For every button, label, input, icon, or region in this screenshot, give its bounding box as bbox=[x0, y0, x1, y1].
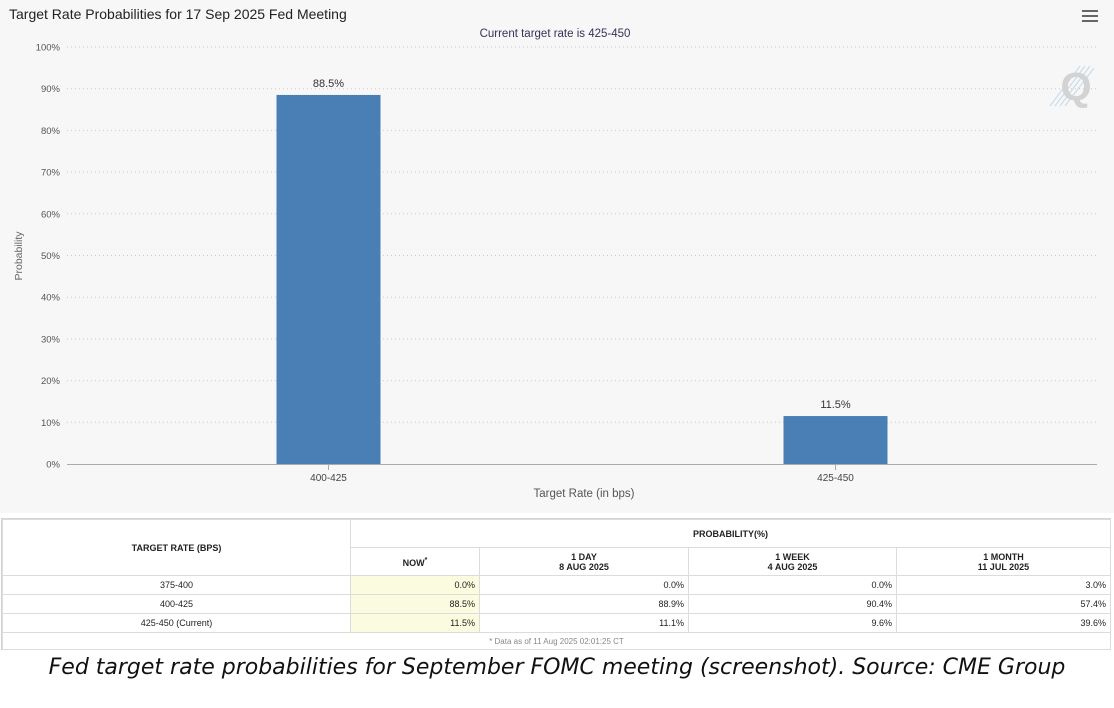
table-row: 425-450 (Current) 11.5% 11.1% 9.6% 39.6% bbox=[2, 613, 1111, 633]
bar-400-425[interactable] bbox=[276, 94, 381, 464]
hamburger-menu-icon[interactable] bbox=[1082, 10, 1098, 22]
x-tick-label: 400-425 bbox=[310, 473, 347, 484]
rate-cell: 375-400 bbox=[2, 575, 351, 595]
day-cell: 11.1% bbox=[479, 613, 689, 633]
chart-subtitle: Current target rate is 425-450 bbox=[480, 28, 631, 40]
bar-425-450[interactable] bbox=[783, 416, 888, 464]
bar-chart: Current target rate is 425-450 0% 10% 20% 3… bbox=[13, 28, 1097, 500]
day-cell: 0.0% bbox=[479, 575, 689, 595]
table-row: 400-425 88.5% 88.9% 90.4% 57.4% bbox=[2, 594, 1111, 614]
now-header: NOW* bbox=[350, 547, 480, 576]
data-label: 88.5% bbox=[313, 78, 344, 90]
probability-table: TARGET RATE (BPS) PROBABILITY(%) NOW* 1 … bbox=[1, 518, 1111, 650]
rate-cell: 425-450 (Current) bbox=[2, 613, 351, 633]
y-tick-label: 100% bbox=[36, 43, 61, 54]
day-cell: 88.9% bbox=[479, 594, 689, 614]
week-cell: 90.4% bbox=[688, 594, 897, 614]
svg-text:Q: Q bbox=[1060, 65, 1091, 109]
chart-title: Target Rate Probabilities for 17 Sep 202… bbox=[9, 6, 347, 22]
x-tick-label: 425-450 bbox=[817, 473, 854, 484]
one-day-header: 1 DAY 8 AUG 2025 bbox=[479, 547, 689, 576]
target-rate-header: TARGET RATE (BPS) bbox=[2, 519, 351, 576]
y-tick-label: 40% bbox=[41, 293, 61, 304]
y-tick-label: 50% bbox=[41, 251, 61, 262]
y-tick-label: 20% bbox=[41, 376, 61, 387]
chart-panel: Target Rate Probabilities for 17 Sep 202… bbox=[9, 6, 1098, 500]
one-week-header: 1 WEEK 4 AUG 2025 bbox=[688, 547, 897, 576]
y-tick-label: 80% bbox=[41, 126, 61, 137]
y-tick-label: 90% bbox=[41, 84, 61, 95]
x-axis-title: Target Rate (in bps) bbox=[534, 488, 635, 500]
week-cell: 0.0% bbox=[688, 575, 897, 595]
one-month-header: 1 MONTH 11 JUL 2025 bbox=[896, 547, 1111, 576]
y-tick-label: 30% bbox=[41, 334, 61, 345]
month-cell: 57.4% bbox=[896, 594, 1111, 614]
data-label: 11.5% bbox=[820, 399, 851, 411]
y-axis-title: Probability bbox=[13, 231, 25, 281]
q-logo-icon: Q bbox=[1049, 65, 1095, 109]
probability-header: PROBABILITY(%) bbox=[350, 519, 1111, 548]
y-tick-label: 70% bbox=[41, 168, 61, 179]
week-cell: 9.6% bbox=[688, 613, 897, 633]
y-tick-label: 0% bbox=[46, 460, 60, 471]
data-timestamp-footnote: * Data as of 11 Aug 2025 02:01:25 CT bbox=[2, 632, 1111, 650]
now-cell: 11.5% bbox=[350, 613, 480, 633]
now-cell: 88.5% bbox=[350, 594, 480, 614]
table-row: 375-400 0.0% 0.0% 0.0% 3.0% bbox=[2, 575, 1111, 595]
figure-caption: Fed target rate probabilities for Septem… bbox=[48, 655, 1066, 680]
y-tick-label: 10% bbox=[41, 418, 61, 429]
now-cell: 0.0% bbox=[350, 575, 480, 595]
y-tick-label: 60% bbox=[41, 209, 61, 220]
rate-cell: 400-425 bbox=[2, 594, 351, 614]
month-cell: 39.6% bbox=[896, 613, 1111, 633]
month-cell: 3.0% bbox=[896, 575, 1111, 595]
